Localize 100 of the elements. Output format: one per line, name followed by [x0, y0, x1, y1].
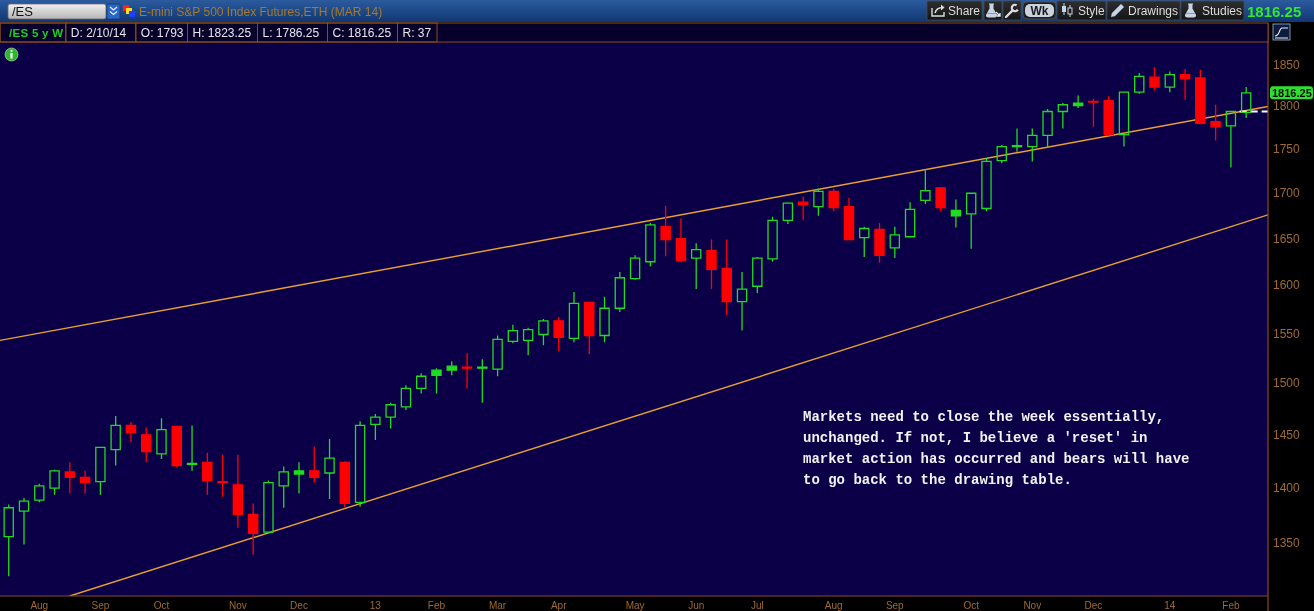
text: O: 1793: [140, 26, 184, 40]
y-tick-label: 1400: [1273, 481, 1301, 496]
candlestick: [1210, 104, 1221, 142]
x-tick-label: Nov: [228, 599, 247, 611]
candlestick: [1134, 72, 1145, 95]
candlestick: [782, 201, 794, 225]
chart-subtitle: /ES 5 y W: [9, 27, 64, 39]
candlestick: [18, 497, 30, 546]
x-tick-label: Jun: [688, 599, 705, 611]
candlestick: [263, 479, 274, 534]
candlestick: [767, 215, 778, 263]
candlestick: [140, 426, 152, 463]
y-tick-label: 1750: [1273, 142, 1301, 157]
candlestick: [1088, 98, 1099, 128]
candlestick: [889, 226, 901, 259]
x-tick-label: Apr: [550, 599, 568, 611]
candlestick: [629, 254, 641, 281]
candlestick: [293, 461, 305, 495]
x-tick-label: Aug: [824, 599, 843, 611]
candlestick: [339, 460, 351, 509]
y-tick-label: 1800: [1273, 99, 1301, 114]
x-tick-label: Sep: [91, 599, 110, 611]
candlestick: [1072, 94, 1084, 109]
candlestick: [645, 222, 656, 268]
text: Share: [948, 4, 981, 18]
candlestick: [813, 188, 824, 217]
candlestick: [156, 417, 167, 460]
text: L: 1786.25: [262, 26, 320, 40]
candlestick: [1179, 68, 1191, 101]
candlestick: [79, 470, 91, 495]
candlestick: [935, 186, 946, 212]
y-tick-label: 1450: [1273, 427, 1301, 442]
candlestick: [202, 452, 213, 496]
candlestick: [843, 197, 855, 241]
x-tick-label: 13: [369, 599, 382, 611]
candlestick: [492, 334, 503, 377]
candlestick: [324, 438, 335, 500]
candlestick: [1149, 66, 1160, 92]
candlestick: [1118, 91, 1130, 148]
candlestick: [797, 196, 809, 221]
x-tick-label: Oct: [963, 599, 980, 611]
y-tick-label: 1600: [1273, 278, 1301, 293]
candlestick: [965, 192, 977, 250]
candlestick: [859, 226, 870, 258]
x-tick-label: May: [625, 599, 645, 611]
text: C: 1816.25: [332, 26, 392, 40]
y-tick-label: 1500: [1273, 376, 1301, 391]
text: D: 2/10/14: [70, 26, 127, 40]
candlestick: [1027, 127, 1038, 163]
x-tick-label: 14: [1164, 599, 1176, 611]
candlestick: [1103, 95, 1114, 137]
y-tick-label: 1850: [1273, 57, 1301, 72]
x-tick-label: Dec: [290, 599, 308, 611]
x-tick-label: Sep: [885, 599, 905, 611]
candlestick: [920, 168, 931, 205]
y-tick-label: 1700: [1273, 186, 1301, 201]
x-tick-label: Jul: [750, 599, 764, 611]
candlestick: [461, 352, 473, 390]
candlestick: [752, 256, 763, 294]
text: H: 1823.25: [192, 26, 252, 40]
x-tick-label: Aug: [30, 599, 49, 611]
candlestick: [125, 421, 137, 443]
y-tick-label: 1550: [1273, 326, 1301, 341]
candlestick: [614, 271, 626, 313]
candlestick: [1195, 69, 1206, 125]
candlestick: [599, 296, 610, 344]
candlestick: [904, 201, 916, 239]
candlestick: [1057, 102, 1069, 130]
candlestick: [538, 318, 549, 346]
x-tick-label: Feb: [1222, 599, 1240, 611]
candlestick: [660, 205, 671, 257]
text: 1816.25: [1247, 3, 1302, 20]
candlestick: [34, 483, 45, 503]
candlestick: [1164, 70, 1176, 93]
text: R: 37: [402, 26, 432, 40]
candlestick: [996, 144, 1007, 164]
x-tick-label: Mar: [488, 599, 507, 611]
candlestick: [874, 222, 885, 264]
candlestick: [95, 446, 106, 496]
chart-title: E-mini S&P 500 Index Futures,ETH (MAR 14): [139, 5, 383, 19]
candlestick: [477, 358, 488, 404]
text: Studies: [1202, 4, 1243, 18]
candlestick: [110, 415, 121, 467]
candlestick: [1225, 110, 1237, 169]
candlestick: [415, 372, 427, 395]
candlestick: [950, 198, 962, 229]
candlestick: [431, 367, 442, 395]
text: Style: [1078, 4, 1105, 18]
candlestick: [171, 425, 183, 469]
candlestick: [736, 271, 748, 332]
candlestick: [553, 316, 564, 352]
candlestick: [3, 503, 14, 577]
candlestick: [1011, 127, 1023, 153]
candlestick: [217, 454, 228, 498]
x-tick-label: Dec: [1084, 599, 1103, 611]
candlestick: [522, 327, 534, 356]
candlestick: [706, 238, 717, 290]
text: /ES: [12, 4, 34, 19]
y-tick-label: 1650: [1273, 231, 1301, 246]
candlestick: [1042, 108, 1053, 149]
